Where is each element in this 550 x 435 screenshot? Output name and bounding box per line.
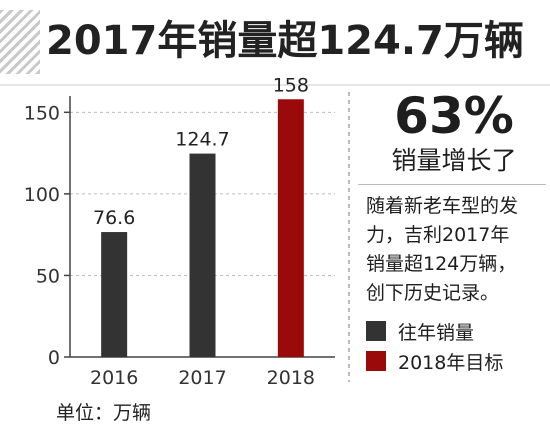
legend-label: 往年销量 bbox=[398, 321, 475, 344]
x-tick-label: 2016 bbox=[90, 367, 138, 389]
bar-2016 bbox=[101, 232, 128, 357]
y-tick-label: 0 bbox=[48, 347, 60, 369]
description: 随着新老车型的发 力，吉利2017年 销量超124万辆， 创下历史记录。 bbox=[366, 192, 546, 308]
description-rule bbox=[358, 184, 546, 185]
data-label: 76.6 bbox=[93, 207, 135, 229]
header: 2017年销量超124.7万辆 bbox=[0, 0, 550, 82]
legend-label: 2018年目标 bbox=[398, 351, 504, 374]
unit-label: 单位：万辆 bbox=[56, 402, 152, 424]
description-line: 创下历史记录。 bbox=[366, 282, 500, 304]
description-line: 销量超124万辆， bbox=[366, 253, 517, 275]
legend-swatch-past bbox=[366, 321, 386, 341]
decorative-stripes bbox=[0, 10, 40, 74]
title-rule bbox=[0, 84, 550, 86]
x-tick-label: 2017 bbox=[178, 367, 226, 389]
chart-title: 2017年销量超124.7万辆 bbox=[46, 18, 524, 64]
description-line: 随着新老车型的发 bbox=[366, 195, 519, 217]
bar-2018 bbox=[277, 99, 304, 357]
y-tick-label: 150 bbox=[24, 102, 60, 124]
y-tick-label: 50 bbox=[36, 265, 60, 287]
bar-2017 bbox=[189, 153, 216, 357]
legend-item-target: 2018年目标 bbox=[366, 346, 503, 376]
description-line: 力，吉利2017年 bbox=[366, 224, 510, 246]
growth-percent: 63% bbox=[394, 87, 514, 145]
legend-item-past: 往年销量 bbox=[366, 316, 503, 346]
growth-label: 销量增长了 bbox=[391, 146, 517, 175]
x-tick-label: 2018 bbox=[267, 367, 315, 389]
data-label: 158 bbox=[273, 74, 309, 96]
data-label: 124.7 bbox=[175, 129, 229, 151]
legend-swatch-target bbox=[366, 351, 386, 371]
y-tick-label: 100 bbox=[24, 184, 60, 206]
vertical-divider bbox=[348, 92, 350, 382]
legend: 往年销量 2018年目标 bbox=[366, 316, 503, 376]
